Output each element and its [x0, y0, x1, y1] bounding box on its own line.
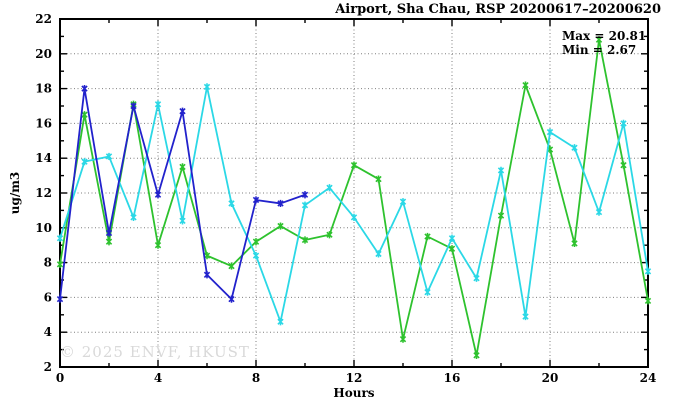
series-green-marker — [473, 351, 480, 359]
series-cyan-marker — [228, 199, 235, 208]
legend: Max = 20.81 Min = 2.67 — [562, 29, 646, 57]
y-tick-label: 4 — [44, 325, 52, 339]
series-cyan-marker — [105, 152, 113, 161]
series-green-marker — [424, 232, 431, 241]
series-cyan-marker — [375, 250, 382, 258]
series-blue-marker — [301, 191, 309, 199]
series-cyan-marker — [546, 128, 554, 136]
series-cyan-marker — [571, 144, 578, 152]
x-tick-label: 0 — [56, 371, 64, 385]
y-tick-label: 14 — [35, 151, 52, 165]
series-cyan-marker — [277, 318, 284, 326]
series-green-marker — [105, 238, 113, 246]
series-cyan-marker — [522, 312, 529, 321]
series-cyan-marker — [448, 234, 456, 242]
y-axis-label: ug/m3 — [8, 171, 22, 215]
series-cyan-line — [59, 85, 649, 323]
series-cyan-marker — [326, 184, 333, 192]
series-cyan-marker — [424, 288, 431, 296]
y-tick-label: 16 — [35, 116, 52, 130]
series-blue-marker — [277, 199, 284, 208]
y-tick-label: 6 — [44, 290, 52, 304]
y-tick-label: 2 — [44, 360, 52, 374]
x-tick-label: 20 — [542, 371, 559, 385]
series-green-marker — [81, 111, 88, 119]
series-cyan-marker — [595, 208, 603, 216]
series-green-marker — [154, 241, 162, 249]
series-blue-marker — [56, 295, 64, 303]
series-cyan-marker — [130, 213, 137, 221]
series-cyan-marker — [644, 267, 652, 275]
series-green-marker — [571, 239, 578, 248]
series-blue-marker — [179, 107, 186, 115]
series-blue-marker — [154, 191, 162, 199]
series-green-marker — [448, 245, 456, 253]
series-blue-marker — [203, 271, 211, 279]
series-cyan-marker — [81, 158, 88, 166]
series-green-marker — [375, 175, 382, 183]
series-cyan-marker — [203, 83, 211, 91]
series-green-marker — [644, 297, 652, 305]
series-cyan-marker — [473, 274, 480, 282]
series-cyan-marker — [179, 217, 186, 225]
series-green-marker — [301, 236, 309, 244]
series-green-marker — [497, 212, 505, 220]
series-cyan-marker — [620, 119, 627, 127]
series-green-marker — [620, 161, 627, 169]
series-cyan-marker — [154, 100, 162, 108]
series-cyan-marker — [350, 213, 358, 221]
series-green-marker — [277, 222, 284, 230]
series-blue-marker — [228, 295, 235, 303]
series-green-marker — [56, 260, 64, 268]
series-green-marker — [595, 36, 603, 44]
x-tick-label: 4 — [154, 371, 162, 385]
watermark: © 2025 ENVF, HKUST — [60, 343, 250, 361]
x-tick-label: 12 — [346, 371, 363, 385]
series-cyan-marker — [399, 198, 407, 206]
y-tick-label: 20 — [35, 47, 52, 61]
series-blue-marker — [130, 102, 137, 110]
y-tick-label: 22 — [35, 12, 52, 26]
series-cyan-marker — [56, 234, 64, 242]
x-tick-label: 8 — [252, 371, 260, 385]
series-green-marker — [399, 335, 407, 343]
legend-min: Min = 2.67 — [562, 43, 637, 57]
series-green-marker — [350, 161, 358, 169]
series-green-marker — [228, 262, 235, 270]
series-green-marker — [522, 81, 529, 89]
series-cyan-marker — [301, 201, 309, 209]
series-green-marker — [252, 238, 260, 246]
legend-max: Max = 20.81 — [562, 29, 647, 43]
series-blue-marker — [252, 196, 260, 204]
series-cyan-marker — [497, 166, 505, 174]
y-tick-label: 10 — [35, 221, 52, 235]
x-tick-label: 24 — [640, 371, 657, 385]
series-blue-marker — [81, 85, 88, 93]
chart-title: Airport, Sha Chau, RSP 20200617–20200620 — [335, 2, 661, 17]
series-cyan-marker — [252, 252, 260, 260]
y-tick-label: 8 — [44, 256, 52, 270]
x-tick-label: 16 — [444, 371, 461, 385]
y-tick-label: 12 — [35, 186, 52, 200]
series-green-marker — [179, 163, 186, 171]
x-axis-label: Hours — [333, 386, 375, 400]
y-tick-label: 18 — [35, 82, 52, 96]
series-blue-marker — [105, 229, 113, 237]
series-green-marker — [326, 231, 333, 239]
series-blue-line — [59, 87, 306, 301]
